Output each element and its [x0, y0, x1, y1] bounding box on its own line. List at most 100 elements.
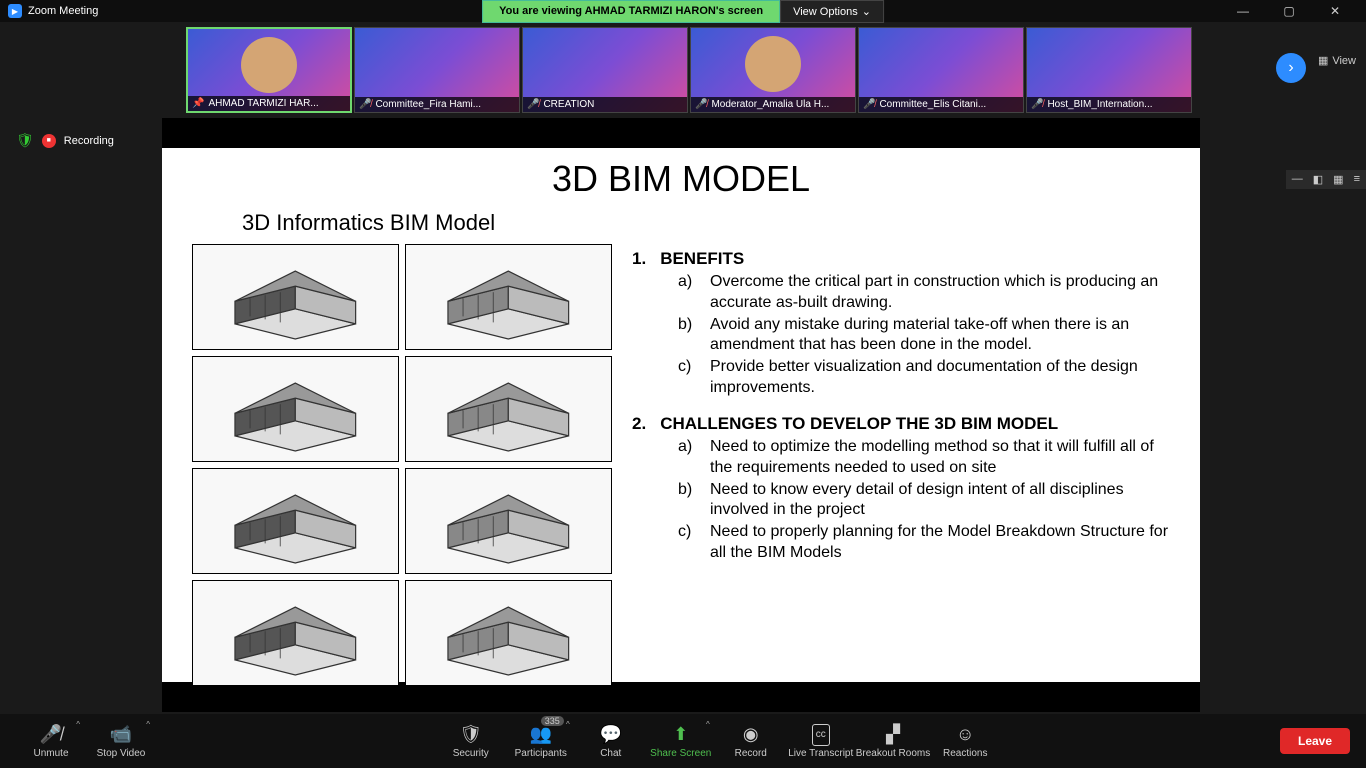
tool-icon[interactable]: — [1292, 173, 1303, 186]
zoom-app-icon: ▶ [8, 4, 22, 18]
benefit-a: Overcome the critical part in constructi… [710, 272, 1170, 314]
model-thumbnail: Combined Laboratory Block [192, 468, 399, 574]
record-button[interactable]: ◉ Record [716, 714, 786, 768]
muted-mic-icon: 🎤̸ [1031, 99, 1043, 110]
slide-title: 3D BIM MODEL [192, 158, 1170, 200]
item-letter: a) [678, 437, 700, 479]
live-transcript-label: Live Transcript [788, 748, 853, 759]
model-drawing [406, 581, 611, 694]
slide-subtitle: 3D Informatics BIM Model [242, 210, 1170, 236]
model-drawing [406, 245, 611, 358]
tool-icon[interactable]: ≡ [1354, 173, 1360, 186]
benefit-b: Avoid any mistake during material take-o… [710, 315, 1170, 357]
item-letter: b) [678, 315, 700, 357]
video-camera-icon: 📹 [110, 724, 132, 746]
participants-button[interactable]: 👥 335 Participants ^ [506, 714, 576, 768]
live-transcript-button[interactable]: cc Live Transcript [786, 714, 856, 768]
challenge-b: Need to know every detail of design inte… [710, 480, 1170, 522]
security-label: Security [453, 748, 489, 759]
view-options-dropdown[interactable]: View Options ⌄ [780, 0, 884, 23]
slide-text-column: 1.BENEFITS a)Overcome the critical part … [632, 244, 1170, 686]
chevron-up-icon[interactable]: ^ [566, 720, 570, 729]
model-drawing [193, 357, 398, 470]
minimize-button[interactable]: — [1220, 0, 1266, 22]
participant-thumbnail[interactable]: 🎤̸Committee_Fira Hami... [354, 27, 520, 113]
item-letter: a) [678, 272, 700, 314]
participant-thumbnail[interactable]: 🎤̸CREATION [522, 27, 688, 113]
record-icon: ◉ [743, 724, 759, 746]
benefit-c: Provide better visualization and documen… [710, 357, 1170, 399]
item-letter: c) [678, 357, 700, 399]
shared-screen-area: 3D BIM MODEL 3D Informatics BIM Model Co… [162, 118, 1200, 712]
model-drawing [193, 581, 398, 694]
model-thumbnail: Structure Workshop Block [405, 356, 612, 462]
screen-share-banner: You are viewing AHMAD TARMIZI HARON's sc… [482, 0, 884, 23]
chevron-up-icon[interactable]: ^ [76, 720, 80, 729]
participant-thumbnail[interactable]: 🎤̸ Committee_Elis Citani... [858, 27, 1024, 113]
reactions-button[interactable]: ☺ Reactions [930, 714, 1000, 768]
share-screen-button[interactable]: ⬆ Share Screen ^ [646, 714, 716, 768]
smiley-icon: ☺ [956, 724, 974, 746]
chevron-up-icon[interactable]: ^ [706, 720, 710, 729]
encryption-shield-icon: 🛡 [16, 132, 34, 149]
section-number: 2. [632, 413, 646, 435]
muted-mic-icon: 🎤̸ [359, 99, 371, 110]
recording-label: Recording [64, 135, 114, 147]
share-screen-label: Share Screen [650, 748, 711, 759]
model-drawing [193, 245, 398, 358]
meeting-status: 🛡 ■ Recording [16, 132, 114, 149]
close-window-button[interactable]: ✕ [1312, 0, 1358, 22]
model-thumbnail [192, 580, 399, 686]
item-letter: c) [678, 522, 700, 564]
window-title: Zoom Meeting [28, 5, 98, 17]
pin-icon: 📌 [192, 98, 204, 109]
leave-label: Leave [1298, 734, 1332, 748]
stop-video-button[interactable]: 📹 Stop Video ^ [86, 714, 156, 768]
muted-mic-icon: 🎤̸ [863, 99, 875, 110]
participant-thumbnail[interactable]: 🎤̸ Host_BIM_Internation... [1026, 27, 1192, 113]
chevron-down-icon: ⌄ [862, 5, 871, 18]
section-title: CHALLENGES TO DEVELOP THE 3D BIM MODEL [660, 413, 1058, 435]
gallery-next-button[interactable]: › [1276, 53, 1306, 83]
maximize-button[interactable]: ▢ [1266, 0, 1312, 22]
chat-button[interactable]: 💬 Chat [576, 714, 646, 768]
model-thumbnail: MEP Laboratory Block [405, 468, 612, 574]
model-thumbnails-grid: Combined Admin BlockArchitecture Admin B… [192, 244, 612, 686]
view-mode-toggle[interactable]: ▦ View [1318, 54, 1356, 67]
breakout-rooms-button[interactable]: ▞ Breakout Rooms [856, 714, 930, 768]
participant-avatar [241, 37, 297, 93]
participants-count: 335 [541, 716, 564, 726]
model-drawing [406, 357, 611, 470]
annotation-toolbar[interactable]: — ◧ ▦ ≡ [1286, 170, 1366, 189]
breakout-label: Breakout Rooms [856, 748, 930, 759]
model-drawing [193, 469, 398, 582]
grid-icon: ▦ [1318, 54, 1328, 67]
people-icon: 👥 [530, 724, 552, 746]
unmute-button[interactable]: 🎤̸ Unmute ^ [16, 714, 86, 768]
item-letter: b) [678, 480, 700, 522]
model-thumbnail: Combined Workshop Block [192, 356, 399, 462]
participant-name: Host_BIM_Internation... [1047, 99, 1152, 110]
participant-thumbnail[interactable]: 🎤̸Moderator_Amalia Ula H... [690, 27, 856, 113]
participant-thumbnail[interactable]: 📌 AHMAD TARMIZI HAR... [186, 27, 352, 113]
model-thumbnail: Combined Admin Block [192, 244, 399, 350]
reactions-label: Reactions [943, 748, 987, 759]
chevron-up-icon[interactable]: ^ [146, 720, 150, 729]
security-button[interactable]: 🛡 Security [436, 714, 506, 768]
microphone-muted-icon: 🎤̸ [40, 724, 62, 746]
participant-name: Committee_Elis Citani... [879, 99, 986, 110]
tool-icon[interactable]: ▦ [1333, 173, 1343, 186]
shield-icon: 🛡 [459, 724, 482, 746]
share-message: You are viewing AHMAD TARMIZI HARON's sc… [482, 0, 780, 23]
participant-name: AHMAD TARMIZI HAR... [208, 98, 318, 109]
section-title: BENEFITS [660, 248, 744, 270]
participant-name: CREATION [543, 99, 594, 110]
recording-indicator-icon: ■ [42, 134, 56, 148]
chat-label: Chat [600, 748, 621, 759]
breakout-icon: ▞ [886, 724, 900, 746]
unmute-label: Unmute [33, 748, 68, 759]
share-screen-icon: ⬆ [673, 724, 688, 746]
tool-icon[interactable]: ◧ [1313, 173, 1323, 186]
leave-button[interactable]: Leave [1280, 728, 1350, 754]
record-label: Record [735, 748, 767, 759]
